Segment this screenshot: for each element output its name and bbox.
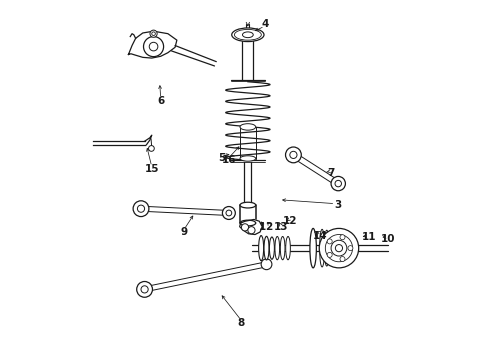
Text: 12: 12	[283, 216, 297, 226]
Ellipse shape	[286, 237, 291, 260]
Ellipse shape	[310, 228, 317, 268]
Text: 3: 3	[335, 200, 342, 210]
Ellipse shape	[275, 237, 280, 260]
Circle shape	[133, 201, 149, 217]
Circle shape	[340, 235, 345, 240]
Circle shape	[286, 147, 301, 163]
Text: 16: 16	[221, 155, 236, 165]
Circle shape	[331, 176, 345, 191]
Circle shape	[319, 228, 359, 268]
Text: 4: 4	[261, 19, 269, 29]
Circle shape	[137, 282, 152, 297]
Ellipse shape	[264, 236, 269, 260]
Circle shape	[148, 145, 154, 151]
Ellipse shape	[280, 237, 285, 260]
Text: 2: 2	[266, 222, 272, 231]
Circle shape	[242, 224, 248, 231]
Polygon shape	[128, 31, 177, 58]
Circle shape	[327, 239, 332, 244]
Text: 13: 13	[273, 222, 288, 232]
Circle shape	[150, 30, 157, 37]
Polygon shape	[144, 262, 267, 292]
Circle shape	[348, 246, 353, 251]
Text: 7: 7	[327, 168, 335, 178]
Text: 9: 9	[180, 227, 188, 237]
Ellipse shape	[240, 220, 256, 226]
Ellipse shape	[240, 156, 256, 161]
Text: 6: 6	[157, 96, 164, 106]
Circle shape	[222, 207, 235, 220]
Polygon shape	[141, 206, 229, 216]
Text: 15: 15	[145, 164, 159, 174]
Ellipse shape	[243, 32, 253, 38]
Circle shape	[340, 257, 345, 262]
Ellipse shape	[270, 237, 274, 259]
Ellipse shape	[240, 202, 256, 208]
Ellipse shape	[259, 235, 264, 261]
Circle shape	[248, 226, 255, 234]
Ellipse shape	[240, 124, 256, 130]
Text: 11: 11	[362, 232, 376, 242]
Ellipse shape	[330, 231, 335, 265]
Ellipse shape	[319, 229, 324, 267]
Text: 8: 8	[238, 319, 245, 328]
Polygon shape	[240, 220, 262, 234]
Text: 5: 5	[218, 153, 225, 163]
Text: 14: 14	[313, 231, 328, 240]
Ellipse shape	[232, 28, 264, 41]
Text: 1: 1	[259, 222, 266, 231]
Circle shape	[327, 252, 332, 257]
Circle shape	[261, 259, 272, 270]
Polygon shape	[292, 153, 340, 186]
Ellipse shape	[324, 230, 329, 266]
Text: 10: 10	[381, 234, 396, 244]
Circle shape	[144, 37, 164, 57]
